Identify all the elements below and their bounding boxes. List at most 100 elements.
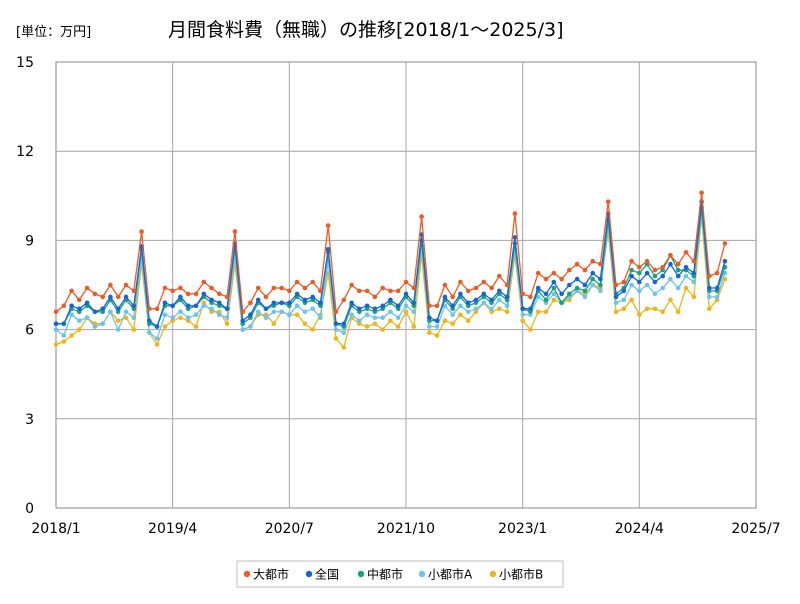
data-point (240, 327, 245, 332)
y-tick-label: 3 (25, 412, 34, 428)
data-point (209, 285, 214, 291)
unit-label: [単位：万円] (16, 24, 91, 40)
data-point (209, 306, 214, 312)
data-point (582, 282, 588, 288)
data-point (310, 294, 316, 300)
data-point (147, 318, 152, 324)
data-point (147, 306, 152, 312)
y-tick-label: 9 (25, 233, 34, 249)
data-point (590, 276, 595, 282)
data-point (69, 288, 74, 294)
data-point (92, 291, 98, 297)
data-point (170, 288, 175, 294)
data-point (683, 250, 689, 255)
data-point (302, 285, 308, 291)
data-point (217, 300, 222, 306)
data-point (481, 300, 487, 306)
data-point (504, 294, 510, 300)
data-point (108, 294, 113, 300)
data-point (427, 303, 432, 309)
data-point (248, 300, 253, 306)
data-point (411, 285, 417, 291)
data-point (613, 294, 619, 300)
data-point (637, 264, 642, 270)
data-point (100, 306, 105, 312)
data-point (551, 291, 557, 297)
data-point (403, 279, 409, 285)
data-point (318, 288, 323, 294)
data-point (637, 312, 642, 318)
legend-marker (305, 570, 313, 578)
data-point (434, 318, 440, 324)
data-point (263, 306, 269, 312)
data-point (271, 300, 277, 306)
data-point (61, 333, 67, 338)
data-point (170, 315, 175, 321)
data-point (248, 312, 253, 318)
data-point (357, 306, 362, 312)
legend-item[interactable]: 大都市 (243, 567, 289, 582)
data-point (115, 318, 121, 324)
legend-box (236, 560, 564, 588)
data-point (357, 318, 362, 324)
data-point (621, 297, 627, 303)
data-point (364, 303, 370, 309)
chart-title: 月間食料費（無職）の推移[2018/1～2025/3] (168, 19, 564, 41)
legend-label: 大都市 (253, 567, 289, 582)
data-point (707, 294, 712, 300)
data-point (551, 297, 557, 303)
data-point (660, 273, 665, 279)
data-point (240, 318, 245, 324)
data-point (567, 291, 572, 297)
data-point (520, 312, 525, 318)
data-point (333, 309, 339, 315)
data-point (115, 306, 121, 312)
legend-item[interactable]: 中都市 (357, 567, 403, 582)
data-point (434, 333, 440, 338)
data-point (53, 342, 59, 347)
data-point (691, 279, 697, 285)
data-point (629, 267, 634, 273)
data-point (240, 309, 245, 315)
data-point (154, 324, 160, 329)
data-point (77, 306, 82, 312)
data-point (652, 279, 658, 285)
data-point (287, 300, 292, 306)
data-point (395, 324, 401, 329)
data-point (629, 273, 634, 279)
data-point (380, 327, 386, 332)
data-point (53, 309, 59, 315)
data-point (255, 285, 261, 291)
data-point (388, 318, 393, 324)
y-tick-label: 12 (16, 144, 34, 160)
legend-item[interactable]: 小都市A (418, 567, 473, 582)
data-point (154, 336, 160, 341)
legend-item[interactable]: 小都市B (489, 567, 543, 582)
data-point (427, 324, 432, 329)
data-point (131, 315, 137, 321)
legend[interactable]: 大都市 全国 中都市 小都市A 小都市B (236, 560, 564, 588)
data-point (388, 288, 393, 294)
data-point (652, 291, 658, 297)
data-point (535, 285, 541, 291)
data-point (520, 291, 525, 297)
data-point (61, 321, 67, 327)
data-point (582, 288, 588, 294)
data-point (325, 223, 331, 228)
data-point (528, 294, 533, 300)
legend-marker (357, 570, 365, 578)
data-point (613, 309, 619, 315)
data-point (154, 342, 160, 347)
data-point (77, 327, 82, 332)
legend-item[interactable]: 全国 (305, 567, 339, 582)
data-point (162, 285, 168, 291)
data-point (318, 315, 323, 321)
data-point (551, 279, 557, 285)
data-point (473, 306, 479, 312)
data-point (598, 282, 603, 288)
data-point (271, 321, 277, 327)
data-point (69, 312, 74, 318)
data-point (53, 327, 59, 332)
data-point (644, 306, 650, 312)
data-point (224, 315, 230, 321)
